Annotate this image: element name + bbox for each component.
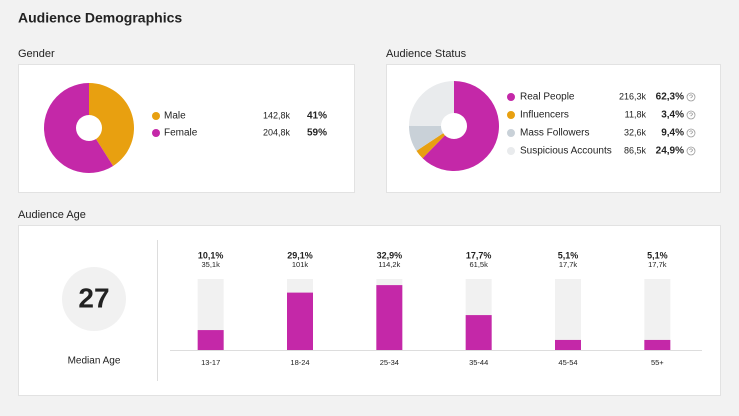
- count-label: 11,8k: [625, 109, 647, 119]
- count-label: 204,8k: [263, 127, 291, 137]
- legend-label: Influencers: [520, 110, 569, 121]
- percent-label: 41%: [307, 111, 327, 122]
- bar: [555, 339, 581, 350]
- help-icon: [686, 110, 696, 120]
- help-mark: [689, 94, 693, 99]
- percent-label: 9,4%: [661, 128, 684, 139]
- help-mark: [689, 148, 693, 153]
- percent-label: 17,7%: [466, 250, 492, 260]
- count-label: 17,7k: [559, 260, 578, 269]
- count-label: 142,8k: [263, 110, 291, 120]
- pie-hole: [441, 113, 467, 139]
- legend-dot: [152, 129, 160, 137]
- help-icon: [686, 146, 696, 156]
- count-label: 61,5k: [469, 260, 488, 269]
- legend-dot: [507, 129, 515, 137]
- count-label: 101k: [292, 260, 309, 269]
- bar: [197, 330, 224, 350]
- card: [18, 225, 721, 396]
- bar: [376, 285, 403, 350]
- legend-label: Female: [164, 128, 198, 139]
- percent-label: 62,3%: [656, 92, 684, 103]
- count-label: 17,7k: [648, 260, 667, 269]
- card-title: Audience Age: [18, 209, 86, 221]
- legend-dot: [152, 112, 160, 120]
- pie-slice: [409, 81, 454, 126]
- legend-dot: [507, 93, 515, 101]
- median-circle: [62, 267, 126, 331]
- x-tick-label: 35-44: [469, 358, 488, 367]
- help-mark: [689, 112, 693, 117]
- bar-track: [644, 279, 671, 350]
- x-tick-label: 18-24: [290, 358, 309, 367]
- percent-label: 10,1%: [198, 250, 224, 260]
- count-label: 32,6k: [624, 127, 647, 137]
- legend-dot: [507, 147, 515, 155]
- legend-label: Mass Followers: [520, 128, 589, 139]
- percent-label: 29,1%: [287, 250, 313, 260]
- legend-label: Male: [164, 111, 186, 122]
- page-title: Audience Demographics: [18, 10, 182, 26]
- x-tick-label: 25-34: [380, 358, 399, 367]
- bar: [644, 339, 671, 350]
- legend-label: Real People: [520, 92, 575, 103]
- bar-track: [555, 279, 581, 350]
- count-label: 216,3k: [619, 91, 647, 101]
- percent-label: 24,9%: [656, 146, 684, 157]
- help-icon: [686, 128, 696, 138]
- bar: [465, 315, 492, 350]
- count-label: 114,2k: [378, 260, 400, 269]
- count-label: 35,1k: [201, 260, 220, 269]
- median-label: Median Age: [68, 356, 121, 367]
- median-value: 27: [78, 282, 109, 313]
- percent-label: 3,4%: [661, 110, 684, 121]
- card-title: Gender: [18, 48, 55, 60]
- x-tick-label: 13-17: [201, 358, 220, 367]
- x-tick-label: 55+: [651, 358, 664, 367]
- help-mark: [689, 130, 693, 135]
- pie-slice: [89, 83, 134, 166]
- bar: [287, 292, 313, 350]
- help-icon: [686, 92, 696, 102]
- card-title: Audience Status: [386, 48, 467, 60]
- pie-hole: [76, 115, 102, 141]
- percent-label: 5,1%: [558, 250, 579, 260]
- x-tick-label: 45-54: [558, 358, 577, 367]
- legend-label: Suspicious Accounts: [520, 146, 612, 157]
- percent-label: 5,1%: [647, 250, 668, 260]
- percent-label: 32,9%: [377, 250, 403, 260]
- count-label: 86,5k: [624, 145, 647, 155]
- legend-dot: [507, 111, 515, 119]
- percent-label: 59%: [307, 128, 327, 139]
